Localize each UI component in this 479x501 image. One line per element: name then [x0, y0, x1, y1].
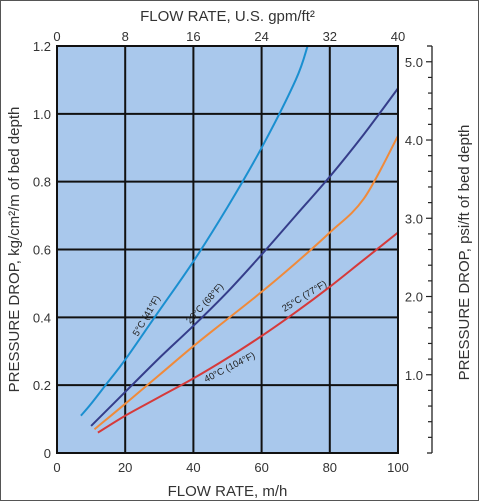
- x-tick-label: 20: [118, 460, 132, 475]
- y-tick-label: 1.2: [33, 39, 51, 54]
- x-tick-label: 60: [254, 460, 268, 475]
- top-tick-label: 32: [323, 29, 337, 44]
- right-tick-label: 2.0: [405, 290, 423, 305]
- series-line-1: [90, 87, 399, 427]
- series-group: [80, 45, 399, 434]
- series-line-2: [93, 135, 399, 431]
- plot-frame: [56, 45, 399, 454]
- right-tick-label: 4.0: [405, 133, 423, 148]
- x-axis-title: FLOW RATE, m/h: [168, 483, 288, 500]
- right-y-axis-title: PRESSURE DROP, psi/ft of bed depth: [456, 125, 473, 381]
- y-tick-label: 0.4: [33, 310, 51, 325]
- y-tick-label: 0.6: [33, 243, 51, 258]
- top-axis-title: FLOW RATE, U.S. gpm/ft²: [140, 8, 315, 25]
- y-tick-label: 0.8: [33, 175, 51, 190]
- top-tick-label: 8: [122, 29, 129, 44]
- right-tick-label: 3.0: [405, 211, 423, 226]
- top-tick-label: 24: [254, 29, 268, 44]
- y-tick-label: 1.0: [33, 107, 51, 122]
- series-line-3: [97, 231, 399, 434]
- y-tick-label: 0: [44, 446, 51, 461]
- top-tick-label: 16: [186, 29, 200, 44]
- y-tick-label: 0.2: [33, 378, 51, 393]
- x-tick-label: 80: [323, 460, 337, 475]
- top-tick-label: 40: [391, 29, 405, 44]
- right-axis: 1.0 2.0 3.0 4.0 5.0: [405, 45, 433, 454]
- x-tick-label: 0: [53, 460, 60, 475]
- series-line-0: [80, 45, 309, 417]
- top-tick-label: 0: [53, 29, 60, 44]
- y-axis-title: PRESSURE DROP, kg/cm²/m of bed depth: [6, 107, 23, 393]
- right-tick-label: 1.0: [405, 368, 423, 383]
- x-tick-label: 40: [186, 460, 200, 475]
- right-tick-label: 5.0: [405, 55, 423, 70]
- x-tick-label: 100: [387, 460, 409, 475]
